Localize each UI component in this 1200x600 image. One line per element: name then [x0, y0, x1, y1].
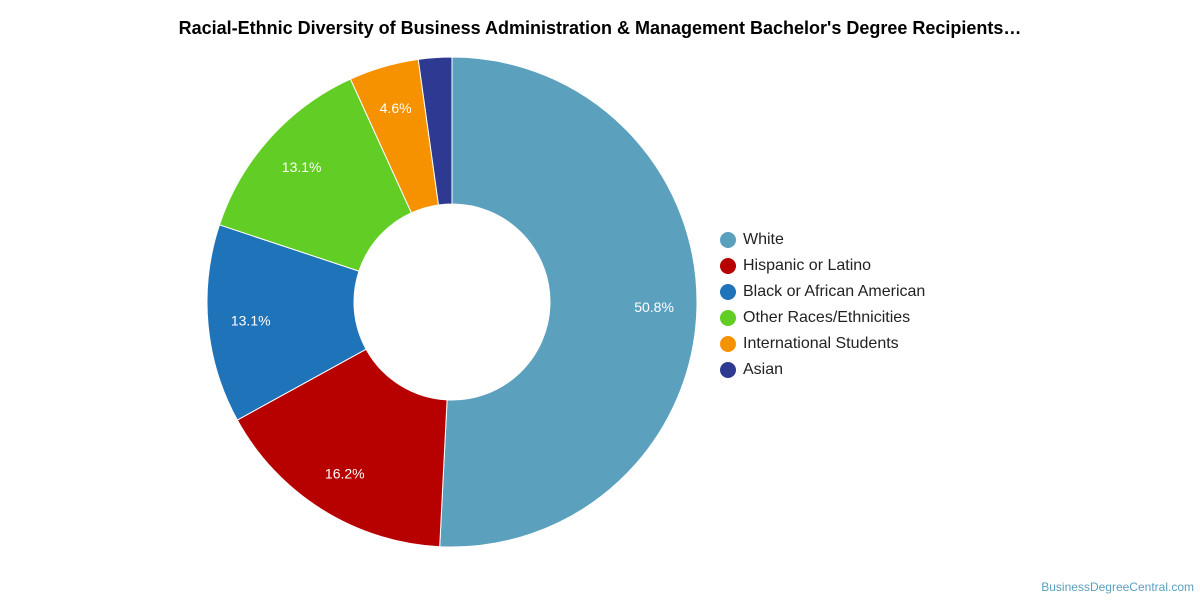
- legend-swatch: [720, 232, 736, 248]
- legend-item-black-or-african-american[interactable]: Black or African American: [720, 279, 925, 305]
- slice-white[interactable]: [439, 56, 698, 548]
- legend-item-hispanic-or-latino[interactable]: Hispanic or Latino: [720, 253, 925, 279]
- slice-hispanic-or-latino[interactable]: [236, 348, 448, 548]
- legend-item-asian[interactable]: Asian: [720, 357, 925, 383]
- legend-swatch: [720, 284, 736, 300]
- chart-title: Racial-Ethnic Diversity of Business Admi…: [178, 18, 1022, 38]
- legend-swatch: [720, 310, 736, 326]
- legend-label: Other Races/Ethnicities: [743, 309, 911, 326]
- legend-swatch: [720, 258, 736, 274]
- slice-label-international-students: 4.6%: [380, 100, 412, 116]
- legend-label: Black or African American: [743, 283, 926, 300]
- legend-swatch: [720, 336, 736, 352]
- slice-label-other-races-ethnicities: 13.1%: [282, 159, 322, 175]
- legend-item-international-students[interactable]: International Students: [720, 331, 925, 357]
- slice-asian[interactable]: [417, 56, 453, 206]
- chart-legend: White Hispanic or Latino Black or African …: [720, 227, 925, 383]
- slice-other-races-ethnicities[interactable]: [218, 78, 413, 272]
- legend-item-white[interactable]: White: [720, 227, 925, 253]
- legend-label: Hispanic or Latino: [743, 257, 872, 274]
- legend-item-other-races-ethnicities[interactable]: Other Races/Ethnicities: [720, 305, 925, 331]
- legend-label: White: [743, 231, 784, 248]
- slice-black-or-african-american[interactable]: [206, 224, 367, 421]
- legend-label: International Students: [743, 335, 899, 352]
- source-credit: BusinessDegreeCentral.com: [1041, 580, 1194, 594]
- slice-label-white: 50.8%: [634, 299, 674, 315]
- slice-label-hispanic-or-latino: 16.2%: [325, 465, 365, 481]
- slice-label-black-or-african-american: 13.1%: [231, 312, 271, 328]
- legend-label: Asian: [743, 361, 784, 378]
- legend-swatch: [720, 362, 736, 378]
